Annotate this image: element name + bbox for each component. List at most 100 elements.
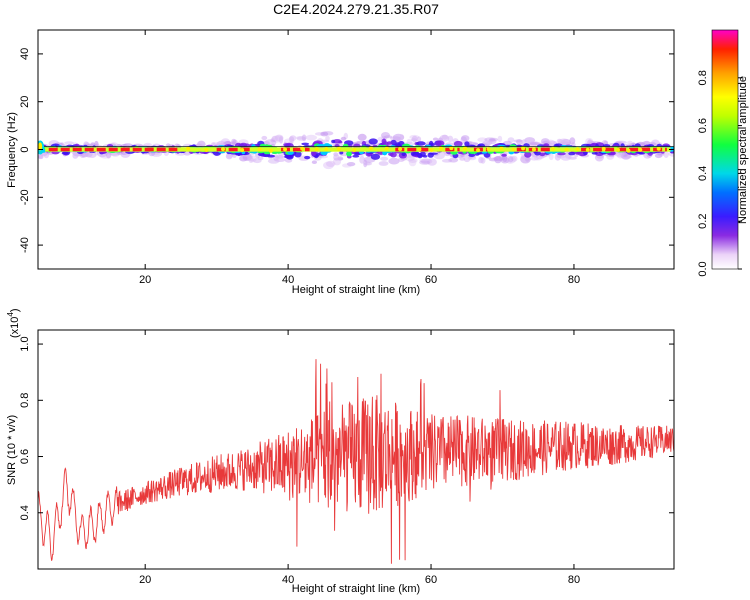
heatmap-halo-cell [257,156,264,161]
heatmap-halo-cell [461,135,470,142]
colorbar-tick-label: 0.4 [697,166,709,181]
heatmap-halo-cell [105,150,112,159]
heatmap-core-cell [311,150,317,157]
colorbar-tick-label: 0.0 [697,261,709,276]
heatmap-halo-cell [482,140,493,146]
heatmap-halo-cell [463,154,471,163]
heatmap-ridge-dot [314,147,319,152]
heatmap-halo-cell [548,153,554,161]
heatmap-ridge-dot [384,146,389,151]
heatmap-core-cell [368,138,378,145]
heatmap-halo-cell [340,136,347,141]
spectrogram-panel: 20 40 60 80 -40 -20 0 20 40 Height of straight l… [6,29,675,296]
colorbar-ticks: 0.0 0.2 0.4 0.6 0.8 [697,70,742,277]
heatmap-halo-cell [64,141,74,145]
heatmap-halo-cell [311,160,317,164]
heatmap-halo-cell [261,135,268,141]
heatmap-ridge-cell [263,151,271,155]
heatmap-core-cell [353,152,361,156]
heatmap-halo-cell [295,136,306,140]
spectrogram-xtick-label: 40 [282,274,294,286]
heatmap-ridge-dot [336,146,341,151]
snr-frame [37,329,675,570]
heatmap-halo-cell [212,142,221,147]
snr-scale-label: (x104) [6,308,21,338]
heatmap-core-cell [301,142,310,146]
spectrogram-ytick-label: -20 [19,189,31,205]
heatmap-core-cell [419,151,426,157]
heatmap-ridge-dot [240,147,245,152]
heatmap-halo-cell [420,158,433,165]
heatmap-halo-cell [388,157,400,165]
heatmap-halo-cell [239,155,248,162]
heatmap-halo-cell [408,158,418,163]
heatmap-halo-cell [548,140,557,145]
heatmap-halo-cell [534,156,543,161]
heatmap-core-cell [339,151,344,155]
heatmap-halo-cell [398,157,405,162]
heatmap-core-cell [524,151,532,158]
snr-ytick-label: 1.0 [19,336,31,351]
heatmap-halo-cell [432,137,439,141]
heatmap-halo-cell [320,131,329,137]
heatmap-halo-cell [247,158,255,162]
heatmap-halo-cell [346,162,356,167]
heatmap-core-cell [388,152,394,156]
heatmap-core-cell [453,140,463,148]
heatmap-halo-cell [87,151,97,158]
heatmap-halo-cell [248,157,254,163]
svg-text:(x104): (x104) [6,308,21,338]
heatmap-ridge-dot [531,147,536,152]
heatmap-core-cell [331,139,336,144]
heatmap-halo-cell [497,135,503,143]
heatmap-ridge-dot [257,147,262,152]
heatmap-ridge-dot [439,146,444,151]
heatmap-halo-cell [663,151,669,158]
heatmap-core-cell [427,152,434,158]
heatmap-halo-cell [406,138,412,146]
heatmap-halo-cell [363,161,372,166]
heatmap-ridge-cell [287,150,294,155]
heatmap-ridge-dot [417,147,422,152]
heatmap-halo-cell [560,139,567,146]
heatmap-core-cell [304,155,311,160]
heatmap-halo-cell [225,153,233,160]
heatmap-halo-cell [274,157,286,162]
heatmap-ridge-dot [564,147,569,152]
colorbar-frame [711,29,739,270]
heatmap-core-cell [61,151,69,155]
heatmap-halo-cell [627,140,633,146]
heatmap-halo-cell [357,133,367,141]
heatmap-ridge-dot [638,147,643,152]
heatmap-halo-cell [529,142,542,146]
heatmap-core-cell [501,153,507,157]
heatmap-halo-cell [322,131,334,136]
heatmap-halo-cell [508,156,514,163]
heatmap-core-cell [416,141,426,146]
heatmap-halo-cell [231,138,237,145]
heatmap-core-cell [435,140,445,147]
colorbar-tick-label: 0.8 [697,70,709,85]
heatmap-ridge-dot [268,148,273,153]
heatmap-ridge-dot [601,146,606,151]
snr-series-line [38,359,674,564]
heatmap-core-cell [284,155,294,159]
heatmap-start-core [38,142,43,151]
spectrogram-heatmap [38,131,674,170]
heatmap-halo-cell [378,161,389,166]
heatmap-core-cell [401,152,406,157]
heatmap-ridge-dot [615,147,620,152]
heatmap-halo-cell [405,155,415,162]
heatmap-ridge-dot [186,146,191,151]
heatmap-halo-cell [381,132,390,139]
heatmap-ridge-dot [499,146,504,151]
heatmap-ridge-dot [486,147,491,152]
heatmap-core-cell [267,154,276,158]
heatmap-halo-cell [333,154,340,161]
spectrogram-ticks: 20 40 60 80 -40 -20 0 20 40 [19,30,674,286]
colorbar-label: Normalized spectral amplitude [737,76,749,224]
heatmap-ridge-dot [368,146,373,151]
heatmap-halo-cell [323,161,334,170]
